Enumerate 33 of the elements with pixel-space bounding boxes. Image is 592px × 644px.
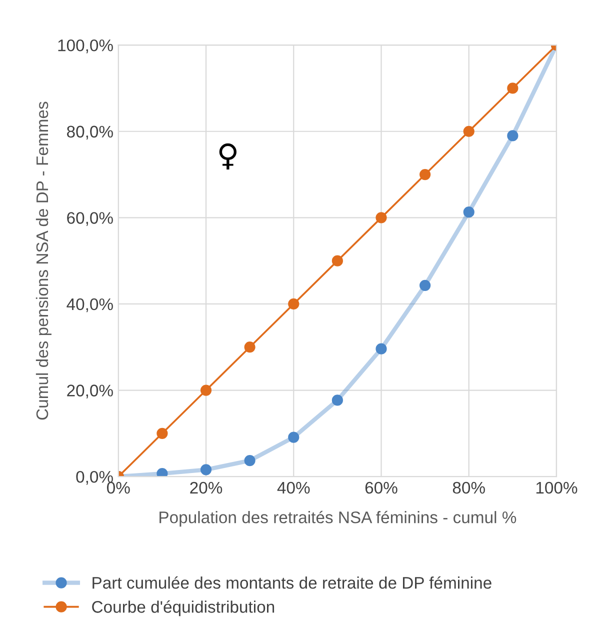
point (376, 212, 387, 224)
point (507, 130, 518, 142)
x-tick-label: 40% (277, 482, 310, 494)
point (420, 280, 431, 291)
point (244, 455, 256, 466)
point (288, 298, 300, 310)
x-tick-label: 20% (190, 482, 222, 494)
point (200, 384, 212, 396)
point (376, 343, 387, 354)
point (420, 168, 431, 180)
point (332, 394, 343, 406)
legend-label: Courbe d'équidistribution (92, 600, 274, 616)
point (463, 206, 474, 218)
legend-label: Part cumulée des montants de retraite de DP féminine (92, 576, 492, 589)
point (463, 126, 474, 137)
point (156, 468, 168, 477)
point (200, 464, 212, 476)
y-tick-label: 100,0% (58, 39, 113, 54)
point (156, 428, 168, 439)
point (244, 342, 256, 353)
annotation: ♀ (219, 143, 236, 170)
x-tick-label: 80% (452, 482, 485, 494)
x-tick-label: 60% (365, 482, 398, 494)
point (507, 82, 518, 94)
x-tick-label: 100% (536, 482, 578, 494)
x-axis-title: Population des retraités NSA féminins - cumul % (160, 510, 516, 527)
y-tick-label: 60,0% (67, 212, 113, 226)
y-tick-label: 80,0% (67, 126, 113, 140)
point (332, 255, 343, 266)
y-tick-label: 20,0% (67, 384, 113, 398)
y-tick-label: 40,0% (66, 298, 113, 312)
y-axis-title: Cumul des pensions NSA de DP - Femmes (36, 102, 52, 420)
point (288, 432, 300, 443)
